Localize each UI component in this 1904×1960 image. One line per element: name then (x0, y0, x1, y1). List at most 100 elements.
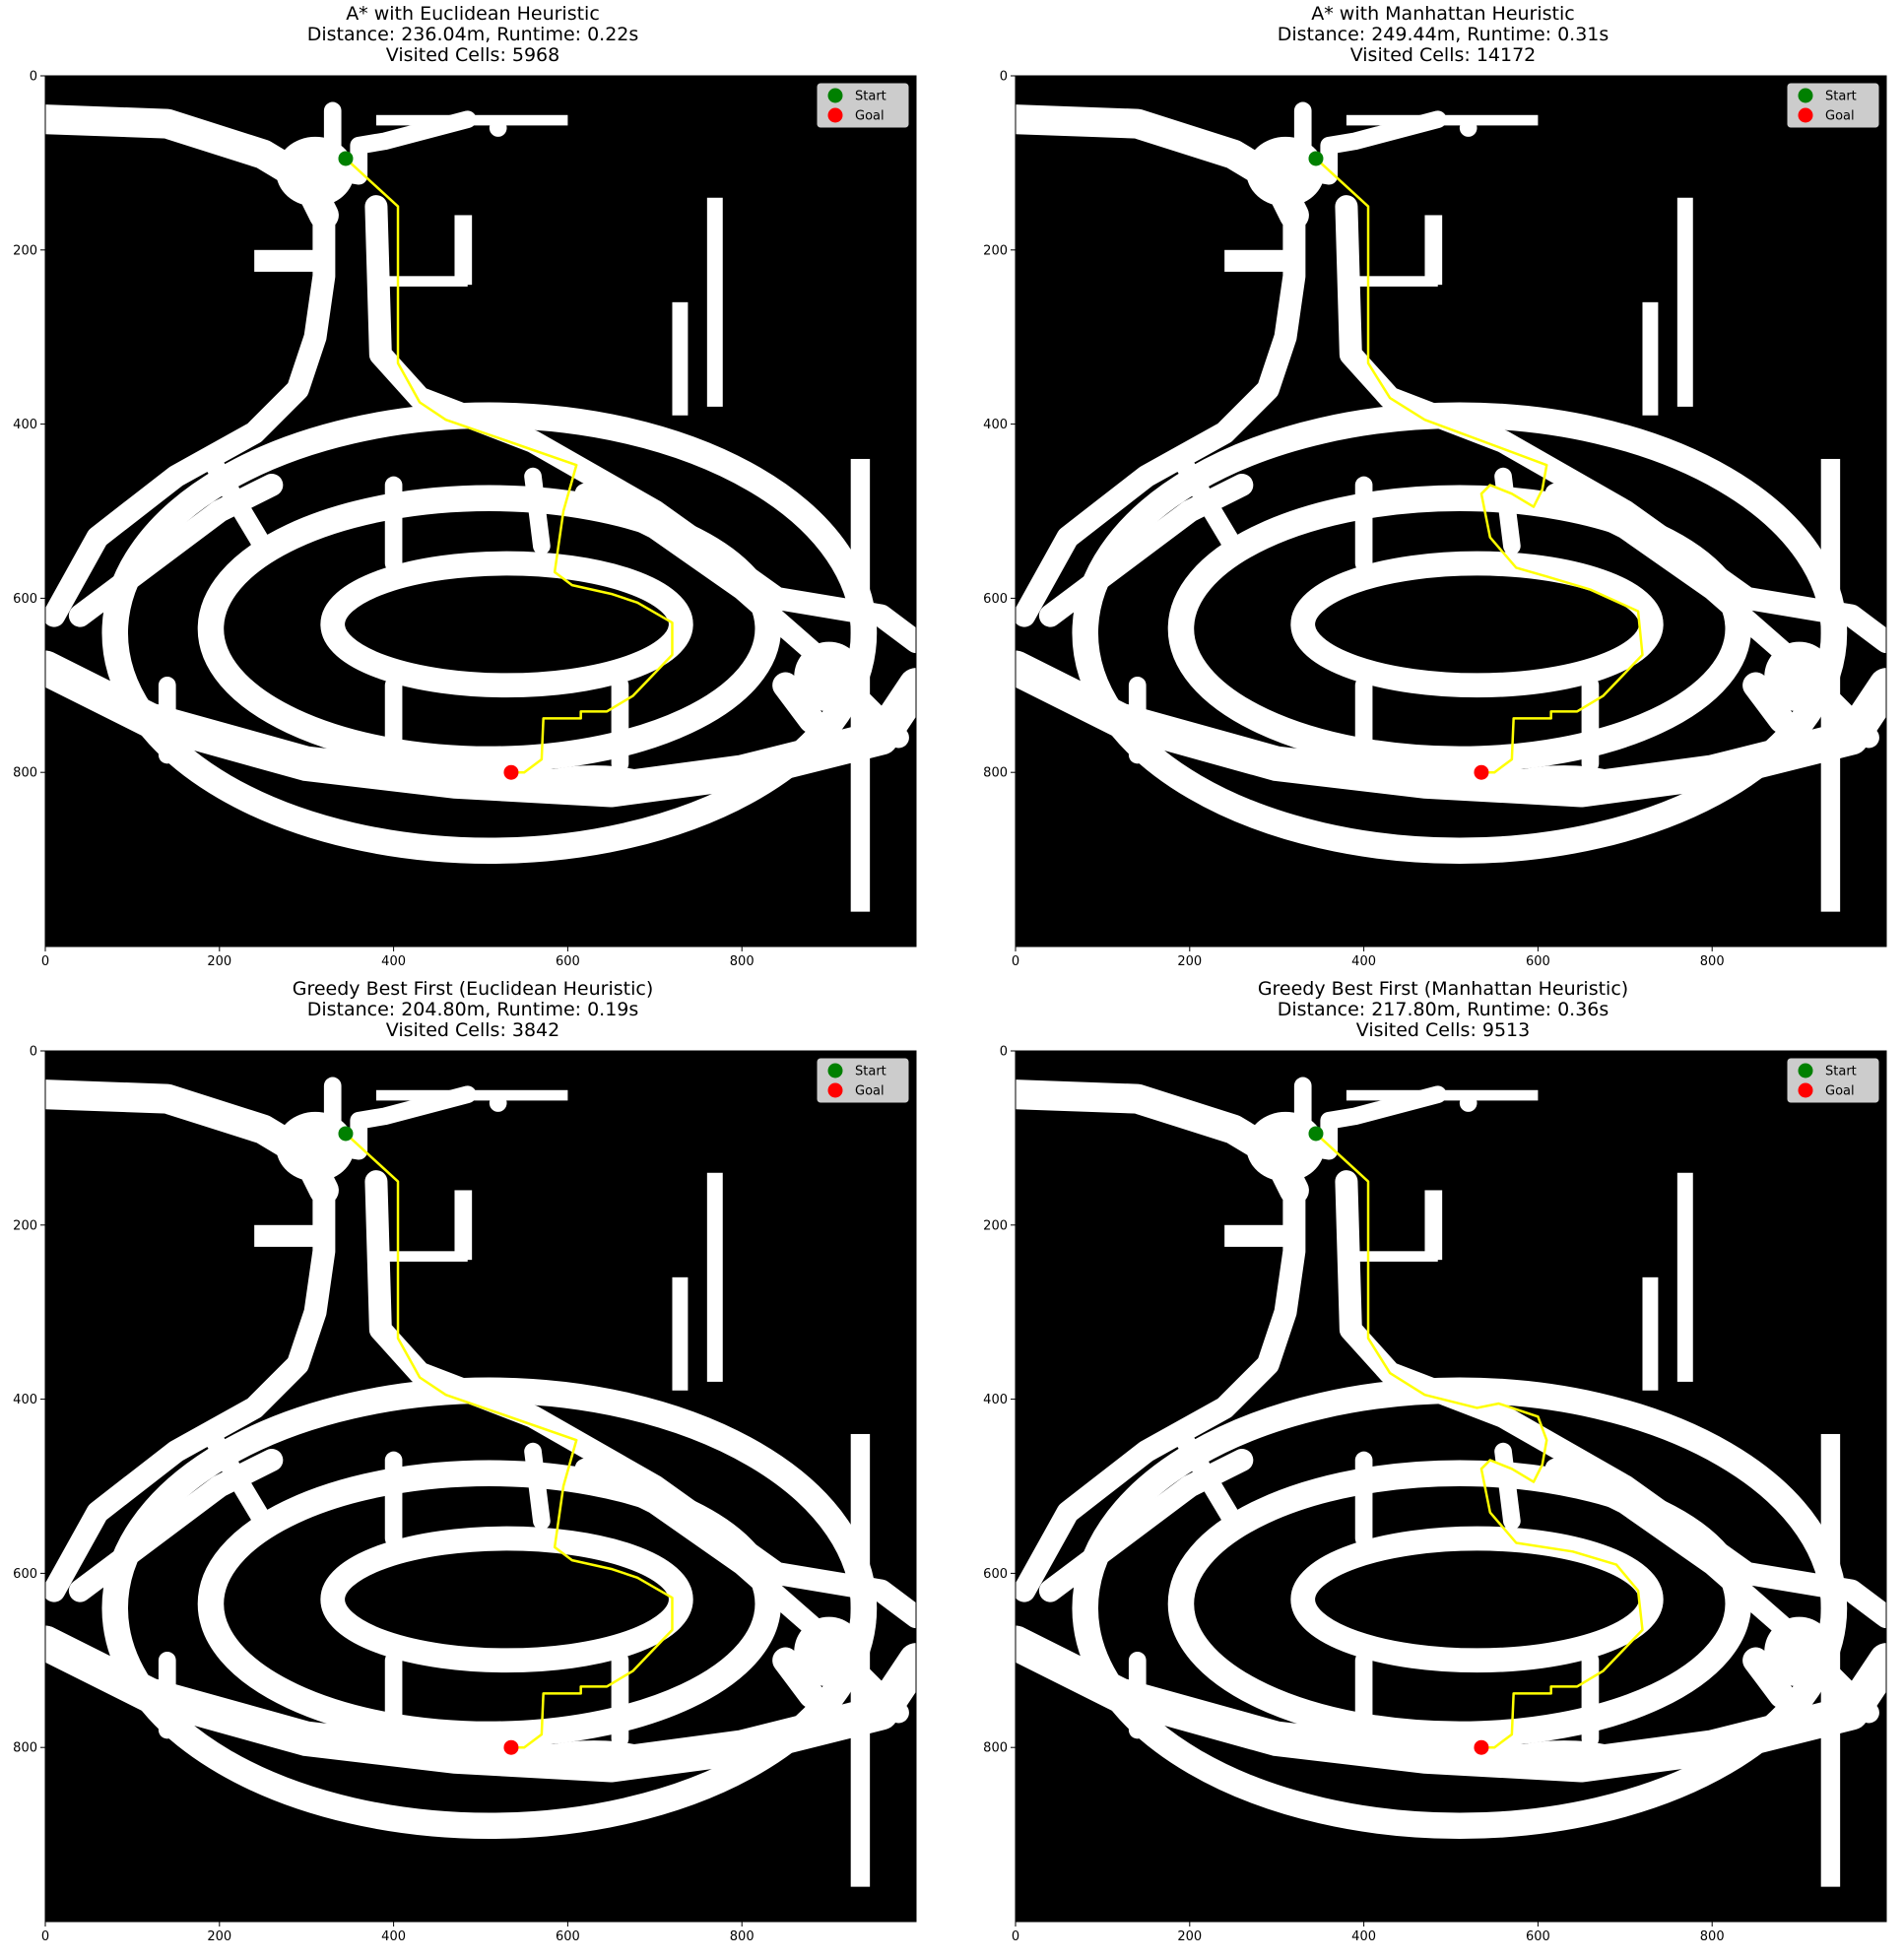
y-tick-label: 0 (1000, 1045, 1008, 1060)
panel-title: Greedy Best First (Manhattan Heuristic) … (970, 979, 1904, 1041)
map-road (524, 1442, 551, 1531)
y-tick-label: 0 (30, 1045, 37, 1060)
path-line (1315, 158, 1644, 774)
y-tick-label: 400 (13, 1393, 37, 1407)
legend: Start Goal (817, 83, 909, 128)
legend-start-marker (1798, 88, 1813, 103)
panel-title: A* with Manhattan Heuristic Distance: 24… (970, 4, 1904, 66)
legend-start-label: Start (855, 1065, 886, 1079)
legend-goal-label: Goal (1825, 1084, 1855, 1099)
map-island (1302, 1733, 1391, 1761)
map-road (524, 467, 551, 555)
x-tick-label: 600 (556, 1929, 580, 1944)
x-tick-label: 400 (1351, 1929, 1376, 1944)
x-tick-label: 800 (1700, 1929, 1725, 1944)
map-road (1016, 1178, 1306, 1602)
map-road (68, 473, 284, 627)
map-road (1494, 1442, 1521, 1531)
legend: Start Goal (817, 1058, 909, 1103)
map-island (276, 136, 355, 207)
map-ring-road (1290, 1526, 1664, 1673)
map-road (1038, 473, 1254, 627)
map-road (68, 1448, 284, 1602)
map-road (1494, 467, 1521, 555)
title-line-visited: Visited Cells: 14172 (1349, 44, 1537, 66)
map-island (1764, 641, 1834, 712)
x-tick-label: 200 (207, 954, 231, 969)
legend-start-marker (827, 88, 843, 103)
map-road (45, 650, 916, 808)
x-tick-label: 800 (730, 954, 755, 969)
y-tick-label: 800 (13, 766, 37, 781)
map-road-block (254, 1224, 316, 1247)
map-plot: 0 200 400 600 800 0 200 400 600 800 Start Goal (983, 70, 1887, 969)
map-road (201, 449, 273, 556)
y-tick-label: 600 (13, 592, 37, 607)
map-ring-road (1072, 1377, 1848, 1840)
title-line-method: A* with Euclidean Heuristic (346, 3, 600, 25)
legend-goal-label: Goal (855, 1084, 885, 1099)
start-marker (338, 1126, 354, 1142)
map-plot: 0 200 400 600 800 0 200 400 600 800 Start Goal (13, 1045, 917, 1944)
map-road (1016, 1625, 1886, 1783)
map-ring-road (1072, 402, 1848, 865)
y-tick-label: 400 (13, 418, 37, 432)
goal-marker (503, 764, 519, 780)
x-tick-label: 0 (1012, 1929, 1019, 1944)
goal-marker (1474, 1739, 1489, 1755)
y-tick-label: 200 (983, 243, 1008, 258)
path-line (1315, 1133, 1644, 1749)
panel-title: Greedy Best First (Euclidean Heuristic) … (0, 979, 946, 1041)
x-tick-label: 0 (41, 1929, 49, 1944)
x-tick-label: 400 (381, 1929, 406, 1944)
x-tick-label: 600 (1526, 954, 1550, 969)
title-line-stats: Distance: 236.04m, Runtime: 0.22s (306, 24, 639, 45)
y-tick-label: 800 (983, 766, 1008, 781)
map-ring-road (1290, 551, 1664, 698)
legend-start-marker (827, 1063, 843, 1078)
map-road-block (1354, 1251, 1438, 1262)
map-road (772, 1647, 825, 1709)
map-island (1503, 765, 1625, 797)
x-tick-label: 600 (1526, 1929, 1550, 1944)
goal-marker (1474, 764, 1489, 780)
map-road-block (1424, 215, 1443, 286)
panel-astar-euclidean: A* with Euclidean Heuristic Distance: 23… (0, 0, 946, 975)
y-tick-label: 600 (983, 1567, 1008, 1582)
legend-start-label: Start (1825, 1065, 1857, 1079)
map-road-block (454, 1190, 473, 1261)
x-tick-label: 200 (1177, 954, 1202, 969)
map-road-block (1354, 276, 1438, 287)
map-road-block (1676, 1172, 1693, 1382)
y-tick-label: 0 (30, 70, 37, 85)
map-road-block (1224, 1224, 1286, 1247)
legend-goal-label: Goal (1825, 109, 1855, 124)
map-island (276, 1111, 355, 1182)
legend-goal-marker (827, 107, 843, 123)
map-road-block (375, 114, 568, 126)
y-tick-label: 600 (13, 1567, 37, 1582)
title-line-visited: Visited Cells: 9513 (1355, 1019, 1531, 1041)
map-island (1764, 1616, 1834, 1687)
goal-marker (503, 1739, 519, 1755)
map-island (794, 641, 864, 712)
axes-frame (44, 75, 917, 947)
legend-start-label: Start (855, 90, 886, 104)
map-layer (1016, 101, 1886, 912)
legend-goal-marker (827, 1082, 843, 1098)
map-road (1742, 672, 1796, 734)
map-road (772, 672, 825, 734)
map-road-block (1346, 114, 1539, 126)
map-road (45, 203, 336, 627)
y-tick-label: 200 (13, 1218, 37, 1233)
map-road-block (375, 1089, 568, 1101)
panel-title: A* with Euclidean Heuristic Distance: 23… (0, 4, 946, 66)
y-tick-label: 600 (983, 592, 1008, 607)
start-marker (338, 151, 354, 166)
map-road (1016, 203, 1306, 627)
map-plot: 0 200 400 600 800 0 200 400 600 800 Start Goal (13, 70, 917, 969)
map-ring-road (1167, 485, 1751, 773)
map-layer (45, 101, 916, 912)
start-marker (1308, 151, 1324, 166)
y-tick-label: 800 (983, 1741, 1008, 1756)
